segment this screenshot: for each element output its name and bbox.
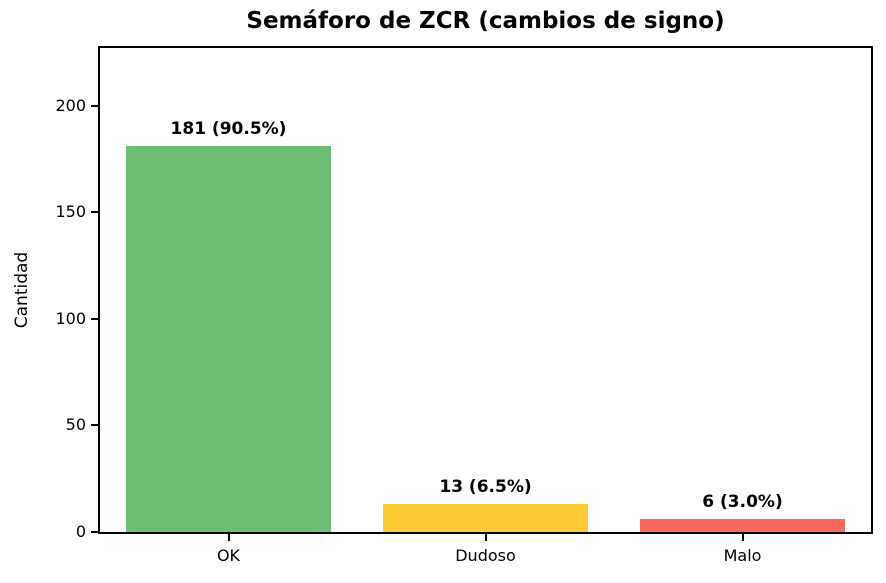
- y-tick-label: 200: [55, 95, 86, 115]
- chart-title: Semáforo de ZCR (cambios de signo): [246, 8, 725, 34]
- x-tick-label: Malo: [723, 546, 762, 565]
- bar-value-label: 6 (3.0%): [702, 492, 783, 513]
- bar: [382, 504, 589, 532]
- x-tick-label: Dudoso: [455, 546, 516, 565]
- y-tick-mark: [91, 211, 99, 214]
- bar: [639, 519, 846, 532]
- x-tick-label: OK: [216, 546, 241, 565]
- y-axis-label: Cantidad: [12, 251, 32, 329]
- y-tick-mark: [91, 424, 99, 427]
- y-tick-mark: [91, 317, 99, 320]
- y-tick-label: 0: [75, 522, 86, 541]
- y-tick-label: 100: [55, 308, 86, 328]
- x-tick-mark: [741, 533, 744, 541]
- y-tick-label: 50: [65, 415, 86, 435]
- bar-value-label: 13 (6.5%): [439, 477, 532, 498]
- y-tick-mark: [91, 531, 99, 533]
- y-tick-label: 150: [55, 202, 86, 222]
- x-tick-mark: [227, 533, 230, 541]
- y-tick-mark: [91, 104, 99, 107]
- bar-value-label: 181 (90.5%): [170, 119, 287, 140]
- x-tick-mark: [484, 533, 487, 541]
- bar: [125, 146, 332, 532]
